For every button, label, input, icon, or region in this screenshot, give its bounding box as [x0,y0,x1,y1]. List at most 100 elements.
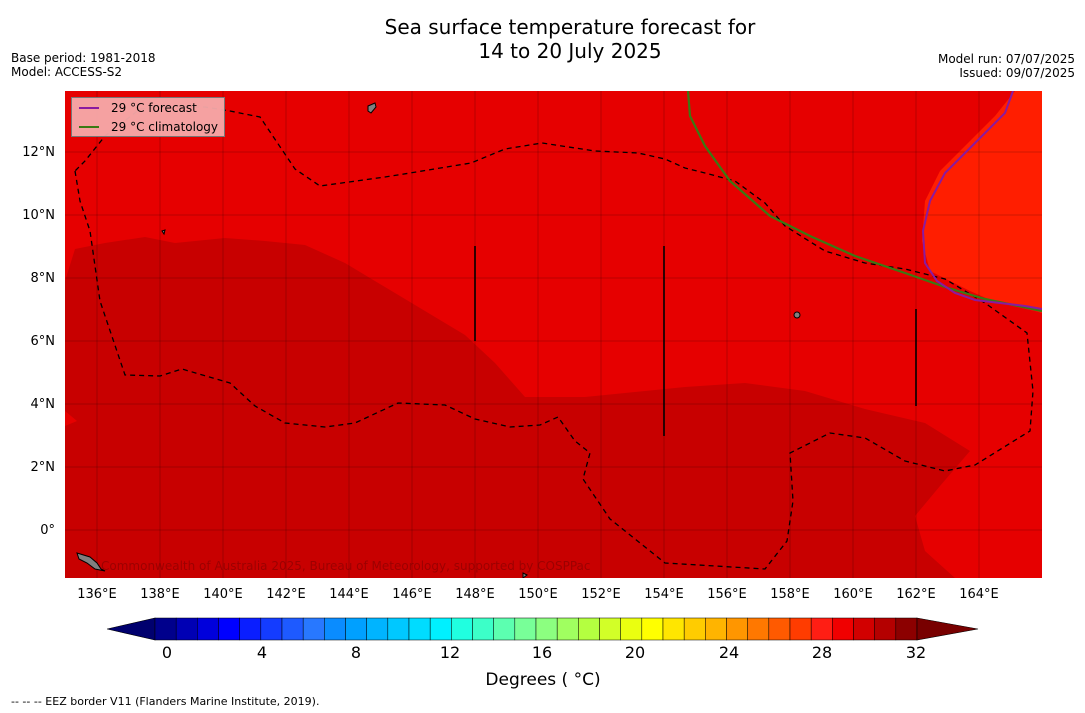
island-east [793,311,801,319]
island-west [161,229,166,236]
lon-label-160e: 160°E [833,587,873,602]
isotherm-29-forecast [921,91,1042,310]
issued-text: Issued: 09/07/2025 [959,66,1075,80]
footer-eez-note: -- -- -- EEZ border V11 (Flanders Marine… [11,695,320,708]
colorbar-cell [302,617,325,641]
eez-borders [74,106,1034,570]
lon-label-138e: 138°E [140,587,180,602]
colorbar-cell [451,617,473,641]
colorbar-cell [768,617,791,641]
isotherm-29-climatology [686,91,1042,313]
lon-label-140e: 140°E [203,587,243,602]
page-title: Sea surface temperature forecast for [384,15,756,39]
sst-map [65,91,1042,578]
colorbar-cell [683,617,706,641]
colorbar-cell [662,617,685,641]
lon-label-142e: 142°E [266,587,306,602]
base-period-text: Base period: 1981-2018 [11,51,156,65]
colorbar-tick-20: 20 [624,643,646,662]
colorbar-cell [324,617,346,641]
model-run-text: Model run: 07/07/2025 [937,52,1075,66]
colorbar-tick-12: 12 [439,643,461,662]
colorbar-tick-28: 28 [811,643,833,662]
colorbar-min-arrow [107,617,156,641]
colorbar-cell [599,617,621,641]
colorbar-cell [366,617,389,641]
colorbar-cell [154,617,177,641]
forecast-swatch [79,107,99,109]
colorbar-cell [810,617,833,641]
sst-region-30-31 [65,237,970,578]
lat-label-0: 0° [40,523,55,538]
lon-label-136e: 136°E [77,587,117,602]
lon-label-162e: 162°E [896,587,936,602]
island-png-coast [76,552,106,572]
lon-label-154e: 154°E [644,587,684,602]
colorbar [107,617,979,641]
colorbar-cell [747,617,770,641]
page-subtitle: 14 to 20 July 2025 [478,39,662,63]
colorbar-tick-8: 8 [350,643,362,662]
legend-forecast: 29 °C forecast [79,101,197,115]
colorbar-cell [429,617,452,641]
colorbar-cell [387,617,410,641]
colorbar-cell [895,617,918,641]
eez-palau-micronesia-west [74,106,1034,570]
colorbar-cell [620,617,643,641]
lat-label-4n: 4°N [30,397,56,412]
colorbar-cell [408,617,431,641]
colorbar-tick-24: 24 [718,643,740,662]
lon-label-156e: 156°E [707,587,747,602]
colorbar-cell [197,617,219,641]
lat-label-2n: 2°N [30,460,56,475]
colorbar-cells [154,617,918,641]
colorbar-tick-16: 16 [531,643,553,662]
colorbar-cell [472,617,494,641]
lat-label-8n: 8°N [30,271,56,286]
colorbar-cell [726,617,748,641]
lon-label-164e: 164°E [959,587,999,602]
colorbar-tick-32: 32 [905,643,927,662]
lon-label-146e: 146°E [392,587,432,602]
colorbar-cell [345,617,367,641]
colorbar-cell [281,617,304,641]
lon-label-158e: 158°E [770,587,810,602]
colorbar-cell [832,617,854,641]
colorbar-max-arrow [916,617,979,641]
lat-label-12n: 12°N [22,145,55,160]
lat-label-10n: 10°N [22,208,55,223]
legend-forecast-label: 29 °C forecast [111,101,197,115]
lat-label-6n: 6°N [30,334,56,349]
legend-climatology: 29 °C climatology [79,120,218,134]
island-north [367,102,377,114]
colorbar-cell [514,617,537,641]
colorbar-cell [789,617,812,641]
graticule [65,91,1042,578]
colorbar-cell [578,617,600,641]
colorbar-tick-4: 4 [256,643,268,662]
colorbar-cell [705,617,727,641]
map-legend: 29 °C forecast 29 °C climatology [71,97,225,137]
colorbar-cell [175,617,198,641]
colorbar-cell [260,617,283,641]
colorbar-cell [641,617,664,641]
climatology-swatch [79,126,99,128]
colorbar-title: Degrees ( °C) [485,670,601,690]
legend-climatology-label: 29 °C climatology [111,120,219,134]
colorbar-cell [535,617,558,641]
eez-vertical-segments [474,246,917,436]
colorbar-tick-0: 0 [161,643,173,662]
colorbar-cell [556,617,579,641]
colorbar-cell [874,617,897,641]
island-bottom [522,572,528,578]
land-islands [76,102,801,578]
model-text: Model: ACCESS-S2 [11,65,123,79]
colorbar-cell [853,617,875,641]
lon-label-150e: 150°E [518,587,558,602]
copyright-text: Commonwealth of Australia 2025, Bureau o… [101,559,591,573]
lon-label-144e: 144°E [329,587,369,602]
lon-label-148e: 148°E [455,587,495,602]
colorbar-cell [218,617,240,641]
colorbar-cell [493,617,516,641]
colorbar-cell [239,617,262,641]
